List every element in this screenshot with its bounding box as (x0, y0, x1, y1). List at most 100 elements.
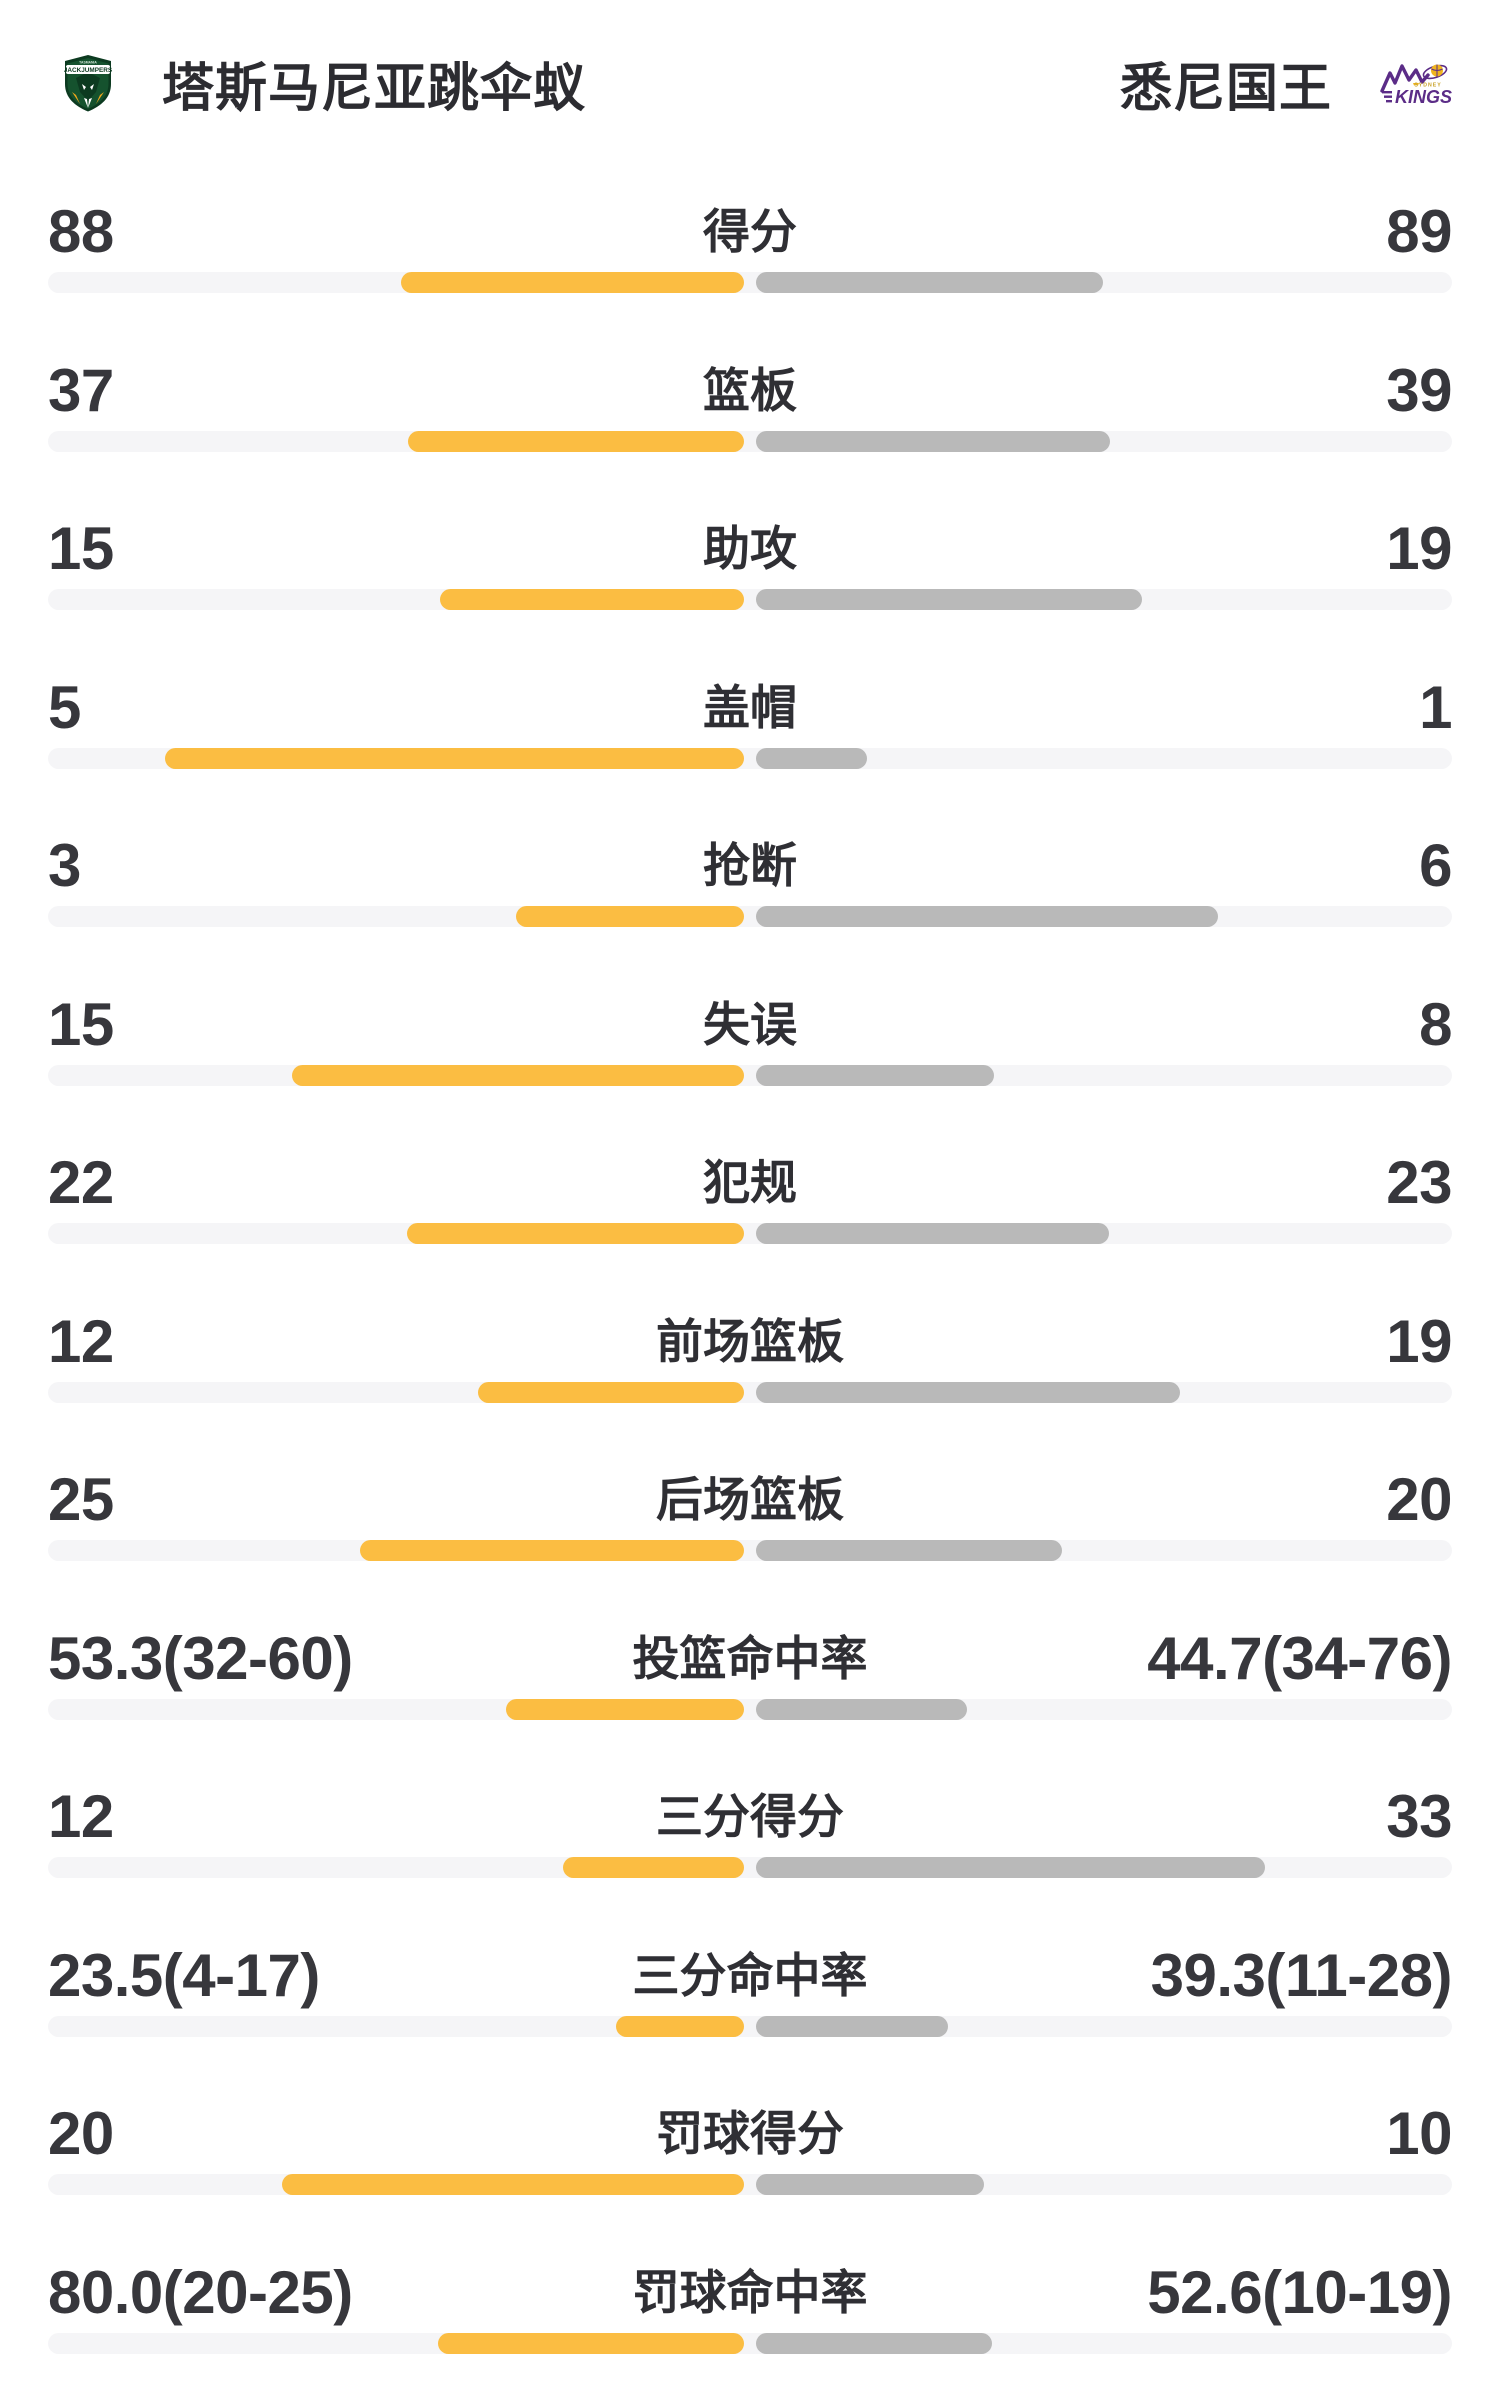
stat-row: 80.0(20-25) 罚球命中率 52.6(10-19) (0, 2241, 1500, 2400)
away-value: 23 (1386, 1149, 1452, 1216)
stat-line: 3 抢断 6 (48, 834, 1452, 898)
stat-row: 22 犯规 23 (0, 1131, 1500, 1290)
stat-line: 12 三分得分 33 (48, 1785, 1452, 1849)
stat-line: 20 罚球得分 10 (48, 2102, 1452, 2166)
home-bar (563, 1857, 744, 1878)
home-value: 22 (48, 1149, 114, 1216)
away-value: 19 (1386, 515, 1452, 582)
home-bar (616, 2015, 744, 2037)
stat-label: 犯规 (703, 1156, 797, 1209)
home-value: 23.5(4-17) (48, 1941, 320, 2009)
away-bar (756, 906, 1218, 927)
home-bar (438, 2332, 744, 2354)
stat-line: 80.0(20-25) 罚球命中率 52.6(10-19) (48, 2258, 1452, 2326)
stat-row: 12 前场篮板 19 (0, 1290, 1500, 1449)
bar-track (48, 747, 1452, 769)
away-bar (756, 1223, 1109, 1244)
home-value: 20 (48, 2100, 114, 2167)
bar-track (48, 2174, 1452, 2195)
home-bar (408, 430, 744, 452)
stat-label: 抢断 (703, 839, 797, 892)
away-value: 10 (1386, 2100, 1452, 2167)
away-value: 52.6(10-19) (1147, 2258, 1452, 2326)
bar-track (48, 589, 1452, 610)
stat-label: 投篮命中率 (632, 1631, 868, 1685)
home-value: 5 (48, 673, 81, 741)
home-value: 3 (48, 832, 81, 899)
bar-track (48, 2015, 1452, 2037)
stat-row: 3 抢断 6 (0, 814, 1500, 973)
stat-row: 88 得分 89 (0, 180, 1500, 339)
home-bar (165, 747, 744, 769)
stat-line: 15 失误 8 (48, 990, 1452, 1058)
away-value: 20 (1386, 1466, 1452, 1533)
away-value: 33 (1386, 1783, 1452, 1850)
stat-row: 5 盖帽 1 (0, 656, 1500, 815)
svg-text:KINGS: KINGS (1395, 87, 1452, 105)
bar-track (48, 272, 1452, 293)
stat-row: 53.3(32-60) 投篮命中率 44.7(34-76) (0, 1607, 1500, 1766)
home-bar (282, 2174, 744, 2195)
stat-row: 12 三分得分 33 (0, 1765, 1500, 1924)
away-value: 89 (1386, 198, 1452, 265)
stat-line: 12 前场篮板 19 (48, 1307, 1452, 1375)
away-team: 悉尼国王 SYDNEY KINGS (1120, 46, 1452, 121)
home-bar (401, 272, 744, 293)
home-value: 88 (48, 198, 114, 265)
home-value: 12 (48, 1783, 114, 1850)
stat-line: 5 盖帽 1 (48, 673, 1452, 741)
home-value: 15 (48, 515, 114, 582)
away-value: 39.3(11-28) (1150, 1941, 1453, 2009)
sydney-kings-logo-icon: SYDNEY KINGS (1380, 61, 1452, 107)
stat-line: 37 篮板 39 (48, 356, 1452, 424)
home-bar (478, 1381, 744, 1403)
away-bar (756, 1698, 967, 1720)
away-value: 39 (1386, 356, 1452, 424)
stat-label: 前场篮板 (656, 1314, 844, 1368)
home-bar (407, 1223, 744, 1244)
match-header: JACKJUMPERS TASMANIA 塔斯马尼亚跳伞蚁 悉尼国王 SYDNE… (0, 0, 1500, 180)
stat-line: 88 得分 89 (48, 200, 1452, 264)
stat-label: 盖帽 (703, 680, 797, 734)
away-value: 1 (1419, 673, 1452, 741)
away-bar (756, 1857, 1265, 1878)
stat-line: 25 后场篮板 20 (48, 1468, 1452, 1532)
bar-track (48, 430, 1452, 452)
away-bar (756, 2174, 984, 2195)
stats-list: 88 得分 89 37 篮板 39 15 助攻 19 5 盖帽 1 3 抢断 6 15 失误 8 22 犯规 23 12 前… (0, 180, 1500, 2399)
stat-label: 罚球得分 (656, 2107, 844, 2160)
stat-row: 23.5(4-17) 三分命中率 39.3(11-28) (0, 1924, 1500, 2083)
svg-text:SYDNEY: SYDNEY (1414, 83, 1441, 89)
away-value: 19 (1386, 1307, 1452, 1375)
stat-row: 25 后场篮板 20 (0, 1448, 1500, 1607)
stat-line: 22 犯规 23 (48, 1151, 1452, 1215)
away-bar (756, 1064, 994, 1086)
stat-row: 20 罚球得分 10 (0, 2082, 1500, 2241)
away-bar (756, 2332, 992, 2354)
bar-track (48, 1857, 1452, 1878)
away-bar (756, 1381, 1180, 1403)
jackjumpers-logo-icon: JACKJUMPERS TASMANIA (62, 54, 114, 112)
bar-track (48, 1381, 1452, 1403)
svg-text:JACKJUMPERS: JACKJUMPERS (64, 67, 113, 74)
stat-label: 三分得分 (656, 1790, 844, 1843)
home-value: 25 (48, 1466, 114, 1533)
stat-line: 15 助攻 19 (48, 517, 1452, 581)
stat-line: 53.3(32-60) 投篮命中率 44.7(34-76) (48, 1624, 1452, 1692)
away-value: 8 (1419, 990, 1452, 1058)
away-bar (756, 747, 867, 769)
stat-label: 篮板 (703, 363, 797, 417)
bar-track (48, 1540, 1452, 1561)
away-bar (756, 1540, 1062, 1561)
stat-line: 23.5(4-17) 三分命中率 39.3(11-28) (48, 1941, 1453, 2009)
stat-row: 15 失误 8 (0, 973, 1500, 1132)
away-bar (756, 589, 1142, 610)
stat-label: 后场篮板 (656, 1473, 844, 1526)
bar-track (48, 906, 1452, 927)
bar-track (48, 2332, 1452, 2354)
bar-track (48, 1064, 1452, 1086)
away-value: 44.7(34-76) (1147, 1624, 1452, 1692)
home-value: 53.3(32-60) (48, 1624, 353, 1692)
svg-text:TASMANIA: TASMANIA (79, 61, 97, 65)
